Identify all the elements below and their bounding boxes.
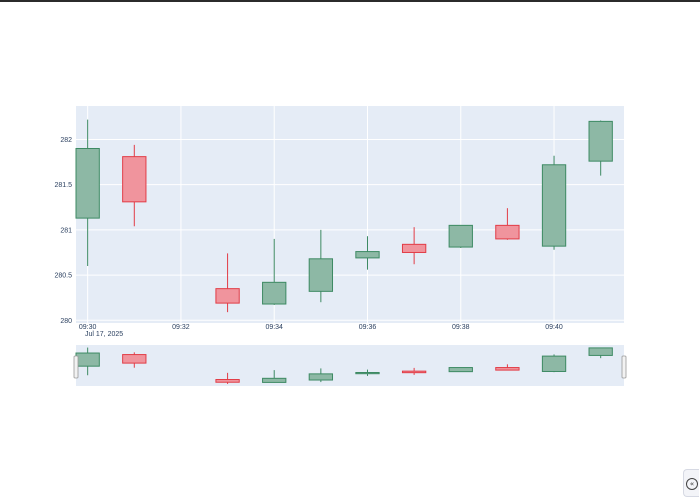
candle[interactable] xyxy=(262,238,287,305)
x-tick-label: 09:38 xyxy=(452,324,470,331)
mini-candle xyxy=(122,352,147,368)
candle[interactable] xyxy=(215,253,240,313)
mini-candle xyxy=(215,372,240,384)
candle[interactable] xyxy=(495,208,520,240)
mini-candle xyxy=(541,354,567,373)
range-slider-right-handle[interactable] xyxy=(621,355,627,379)
mini-candle-body xyxy=(355,372,380,375)
top-border xyxy=(0,0,700,2)
x-axis-ticks: 09:30 09:32 09:34 09:36 09:38 09:40 xyxy=(79,324,563,331)
y-tick-label: 281 xyxy=(60,227,72,234)
candle-body xyxy=(215,288,240,304)
candle-body xyxy=(355,251,380,259)
mini-candle xyxy=(355,369,380,376)
candles xyxy=(75,119,613,313)
mini-candle-body xyxy=(122,354,147,364)
mini-candle-body xyxy=(588,347,613,356)
x-tick-label: 09:32 xyxy=(172,324,190,331)
x-axis-date-label: Jul 17, 2025 xyxy=(85,331,123,338)
candle-body xyxy=(588,120,613,162)
range-slider[interactable] xyxy=(73,345,627,386)
range-slider-left-handle[interactable] xyxy=(73,355,79,379)
collapse-left-icon: « xyxy=(686,478,698,490)
candle[interactable] xyxy=(541,155,567,250)
candle-body xyxy=(401,243,427,253)
candle-body xyxy=(541,164,567,247)
candle[interactable] xyxy=(588,120,613,176)
x-tick-label: 09:40 xyxy=(545,324,563,331)
y-axis-ticks: 280 280.5 281 281.5 282 xyxy=(54,137,72,325)
y-tick-label: 281.5 xyxy=(54,182,72,189)
candle-body xyxy=(75,147,100,219)
mini-candle-body xyxy=(215,379,240,383)
mini-candle xyxy=(448,367,473,373)
x-tick-label: 09:36 xyxy=(359,324,377,331)
mini-candle xyxy=(401,367,427,375)
candle-body xyxy=(122,156,147,203)
y-tick-label: 282 xyxy=(60,137,72,144)
y-tick-label: 280 xyxy=(60,318,72,325)
candle[interactable] xyxy=(448,224,473,248)
mini-candle-body xyxy=(448,367,473,373)
mini-candle xyxy=(588,347,613,359)
mini-candle xyxy=(262,370,287,383)
candle[interactable] xyxy=(122,144,147,227)
mini-candle-body xyxy=(75,352,100,367)
mini-candle-body xyxy=(401,370,427,374)
candle-body xyxy=(262,281,287,305)
candle-body xyxy=(448,224,473,248)
collapse-panel-button[interactable]: « xyxy=(683,469,699,497)
candle-body xyxy=(495,224,520,240)
y-tick-label: 280.5 xyxy=(54,273,72,280)
candle[interactable] xyxy=(401,227,427,265)
x-tick-label: 09:30 xyxy=(79,324,97,331)
range-slider-background xyxy=(76,345,624,386)
plot-background[interactable] xyxy=(76,106,624,323)
candle-body xyxy=(308,258,334,292)
candle[interactable] xyxy=(308,229,334,303)
mini-candle-body xyxy=(495,367,520,371)
mini-candle-body xyxy=(262,377,287,383)
mini-candle xyxy=(495,364,520,371)
mini-candle-body xyxy=(541,355,567,372)
x-tick-label: 09:34 xyxy=(265,324,283,331)
mini-candle xyxy=(308,368,334,383)
range-slider-candles xyxy=(75,347,613,384)
candle[interactable] xyxy=(75,119,100,267)
candle[interactable] xyxy=(355,236,380,270)
mini-candle-body xyxy=(308,373,334,381)
